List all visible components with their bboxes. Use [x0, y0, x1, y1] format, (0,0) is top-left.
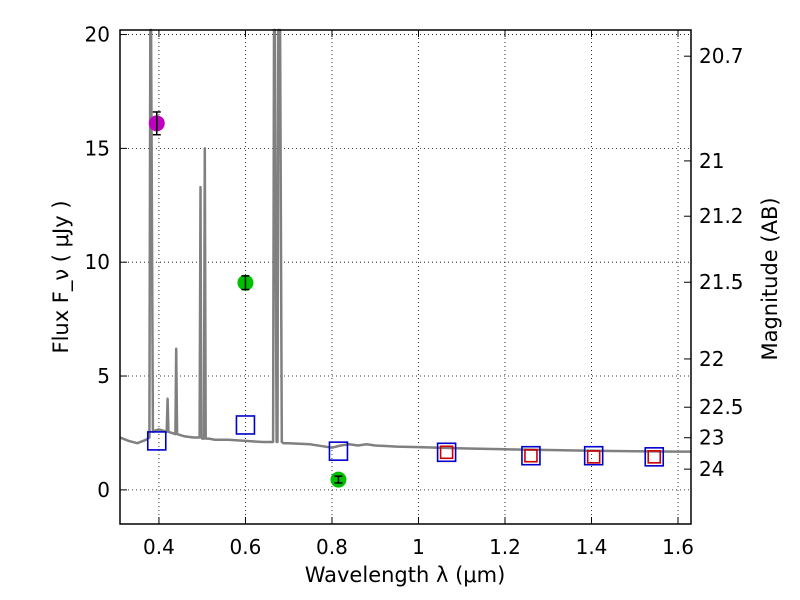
photometry-point — [521, 445, 541, 466]
y-tick-label: 0 — [97, 478, 110, 502]
x-tick-label: 1.6 — [662, 535, 694, 559]
magnitude-tick-label: 24 — [699, 457, 724, 481]
magnitude-tick-label: 22 — [699, 347, 724, 371]
x-tick-label: 1.2 — [489, 535, 521, 559]
photometry-point — [644, 447, 665, 467]
plot-frame — [119, 29, 692, 525]
y-tick-label: 15 — [85, 136, 110, 160]
data-series — [119, 28, 691, 488]
photometry-point — [439, 445, 454, 460]
x-axis-label: Wavelength λ (μm) — [305, 563, 506, 587]
x-tick-label: 1.4 — [576, 535, 608, 559]
photometry-point — [524, 448, 538, 463]
photometry-point — [146, 431, 167, 451]
series-optical-detections — [237, 274, 347, 488]
x-tick-label: 0.6 — [230, 535, 262, 559]
magnitude-tick-label: 21.5 — [699, 270, 744, 294]
y-tick-label: 5 — [97, 364, 110, 388]
sed-line — [119, 28, 691, 453]
series-u-band-detection — [148, 111, 165, 136]
y-axis-ticks: 0 5 10 15 20 — [85, 23, 127, 502]
magnitude-tick-label: 21 — [699, 149, 724, 173]
magnitude-tick-label: 22.5 — [699, 395, 744, 419]
series-model-sed — [119, 28, 691, 453]
right-axis-label: Magnitude (AB) — [758, 197, 782, 360]
photometry-point — [436, 442, 457, 463]
magnitude-tick-label: 23 — [699, 426, 724, 450]
y-axis-label: Flux F_ν ( μJy ) — [49, 200, 74, 353]
photometry-point — [328, 441, 349, 461]
photometry-point — [235, 415, 256, 435]
photometry-point — [583, 445, 604, 466]
x-tick-label: 0.8 — [316, 535, 348, 559]
series-measured-nir — [439, 445, 662, 464]
y-tick-label: 20 — [85, 23, 110, 47]
magnitude-axis-ticks: 20.7 21 21.2 21.5 22 22.5 23 24 — [684, 44, 744, 481]
photometry-point — [647, 450, 662, 464]
plot-background — [120, 30, 691, 524]
x-tick-label: 0.4 — [143, 535, 175, 559]
photometry-point — [586, 450, 601, 464]
series-model-photometry — [146, 415, 665, 467]
x-axis-ticks: 0.4 0.6 0.8 1 1.2 1.4 1.6 — [143, 30, 694, 559]
y-tick-label: 10 — [85, 250, 110, 274]
magnitude-tick-label: 20.7 — [699, 44, 744, 68]
x-tick-label: 1 — [412, 535, 425, 559]
magnitude-tick-label: 21.2 — [699, 204, 744, 228]
